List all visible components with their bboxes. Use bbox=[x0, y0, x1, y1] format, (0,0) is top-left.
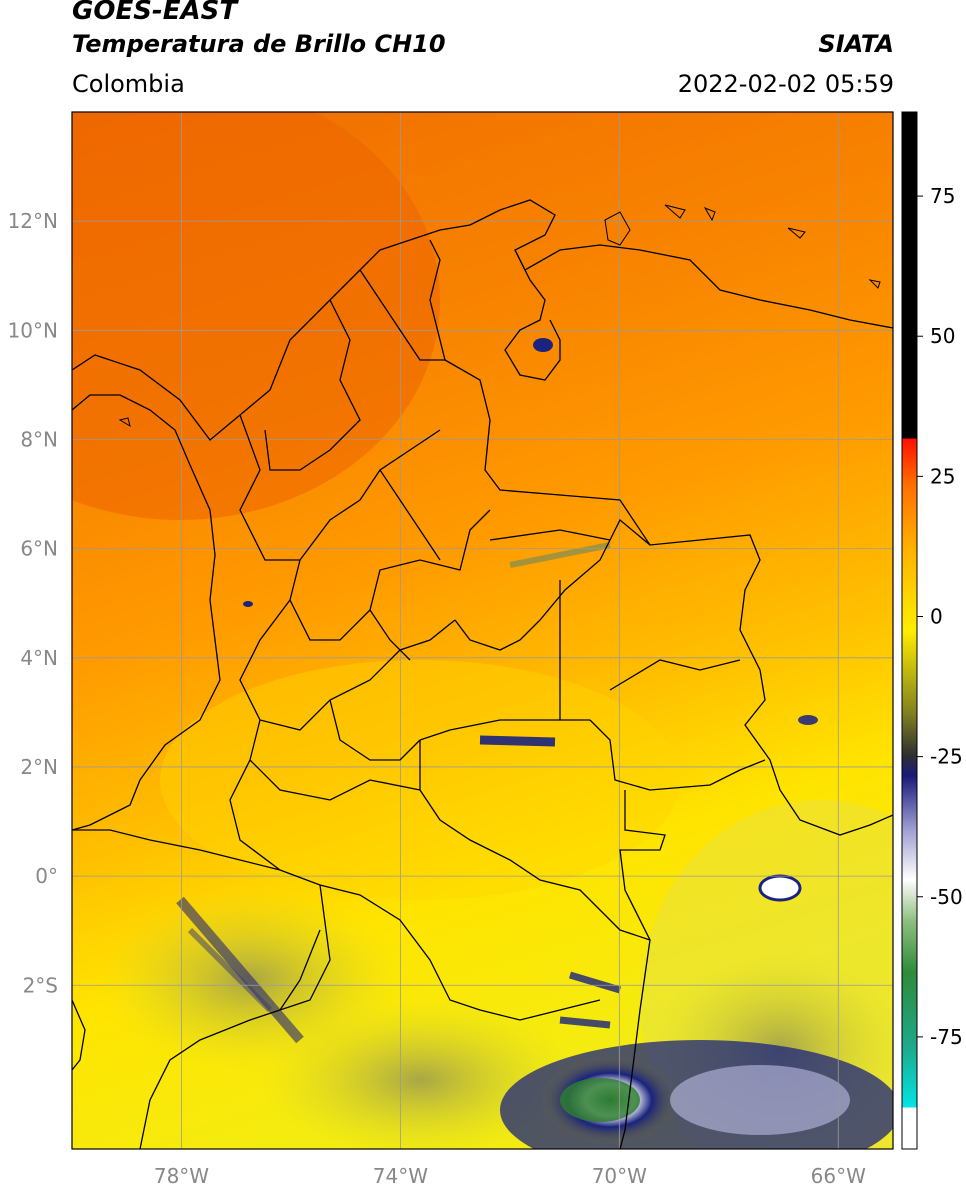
datetime-label: 2022-02-02 05:59 bbox=[677, 70, 894, 98]
y-tick-label: 6°N bbox=[20, 537, 58, 561]
product-title: Temperatura de Brillo CH10 bbox=[72, 30, 446, 58]
latitude-labels: 12°N 10°N 8°N 6°N 4°N 2°N 0° 2°S bbox=[8, 209, 58, 997]
y-tick-label: 8°N bbox=[20, 427, 58, 451]
colorbar-tick-label: -75 bbox=[930, 1025, 963, 1049]
colorbar-tick-label: 75 bbox=[930, 184, 955, 208]
colorbar-tick-label: 0 bbox=[930, 604, 943, 628]
agency-label: SIATA bbox=[818, 30, 894, 58]
colorbar-ticks: 75 50 25 0 -25 -50 -75 bbox=[917, 184, 963, 1049]
y-tick-label: 4°N bbox=[20, 646, 58, 670]
colorbar-tick-label: 25 bbox=[930, 464, 955, 488]
colorbar-tick-label: -50 bbox=[930, 885, 963, 909]
x-tick-label: 74°W bbox=[373, 1164, 428, 1188]
x-tick-label: 66°W bbox=[811, 1164, 866, 1188]
longitude-labels: 78°W 74°W 70°W 66°W bbox=[154, 1164, 866, 1188]
political-boundaries bbox=[72, 199, 893, 1149]
islands bbox=[118, 204, 881, 428]
region-label: Colombia bbox=[72, 70, 185, 98]
satellite-title: GOES-EAST bbox=[72, 0, 238, 26]
y-tick-label: 0° bbox=[35, 864, 58, 888]
y-tick-label: 10°N bbox=[8, 318, 58, 342]
y-tick-label: 2°S bbox=[23, 973, 58, 997]
brightness-temperature-field bbox=[72, 112, 893, 1149]
colorbar-tick-label: -25 bbox=[930, 745, 963, 769]
gridlines bbox=[72, 112, 893, 1149]
map-frame bbox=[71, 111, 894, 1150]
x-tick-label: 70°W bbox=[592, 1164, 647, 1188]
colorbar bbox=[901, 111, 918, 1150]
x-tick-label: 78°W bbox=[154, 1164, 209, 1188]
colorbar-tick-label: 50 bbox=[930, 324, 955, 348]
y-tick-label: 12°N bbox=[8, 209, 58, 233]
y-tick-label: 2°N bbox=[20, 755, 58, 779]
